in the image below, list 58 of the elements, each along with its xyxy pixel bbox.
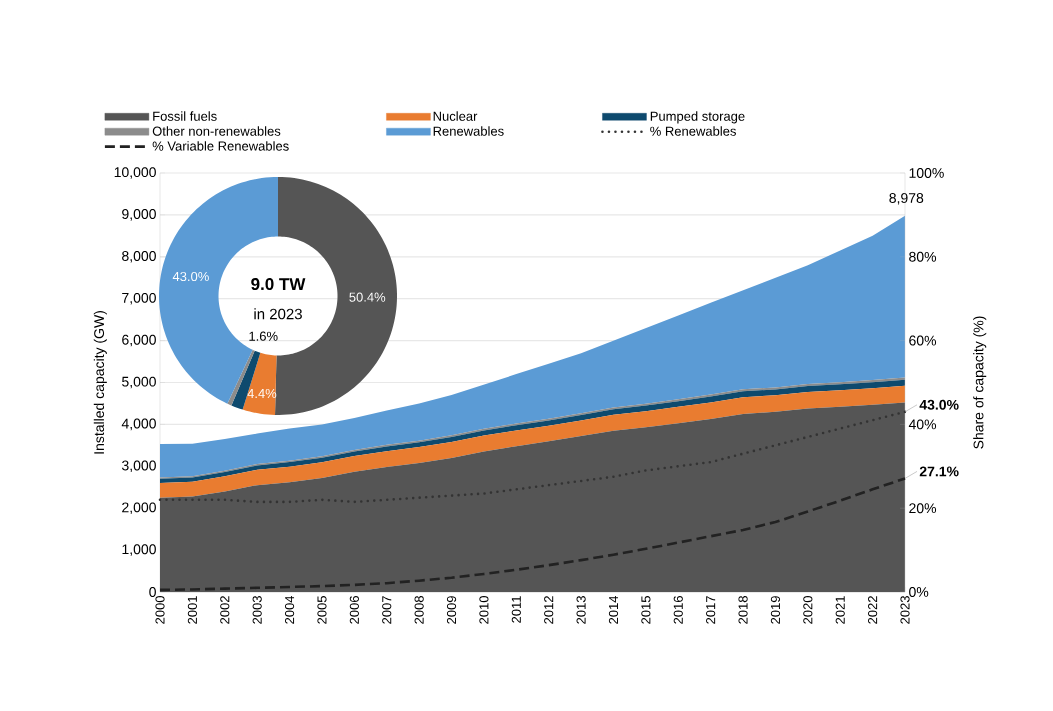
x-tick-label: 2012 <box>544 596 554 624</box>
x-tick-label: 2009 <box>446 596 457 624</box>
x-tick-label: 2014 <box>608 595 619 624</box>
y-tick-label: 6,000 <box>122 334 156 347</box>
x-tick-label: 2001 <box>187 596 197 624</box>
y2-tick-label: 0% <box>909 587 929 597</box>
data-label: 43.0% <box>919 399 959 410</box>
legend-label: Nuclear <box>433 111 478 121</box>
data-label: 27.1% <box>919 466 959 477</box>
x-tick-label: 2021 <box>835 596 845 624</box>
x-tick-label: 2000 <box>155 596 165 624</box>
legend-label: Pumped storage <box>650 111 745 124</box>
y-tick-label: 5,000 <box>122 376 156 389</box>
x-tick-label: 2004 <box>284 595 295 624</box>
x-tick-label: 2022 <box>868 596 878 624</box>
x-tick-label: 2020 <box>803 596 813 624</box>
x-tick-label: 2007 <box>382 596 392 624</box>
x-tick-label: 2003 <box>252 596 262 624</box>
x-tick-label: 2011 <box>511 596 521 623</box>
data-label: 43.0% <box>172 271 209 282</box>
y-tick-label: 4,000 <box>121 418 156 431</box>
y-tick-label: 2,000 <box>122 502 156 514</box>
x-tick-label: 2015 <box>641 596 651 624</box>
y-tick-label: 10,000 <box>114 167 156 179</box>
text: 9.0 TW <box>251 278 306 291</box>
text: in 2023 <box>254 308 302 320</box>
y-tick-label: 0 <box>149 587 156 597</box>
legend-label: Other non-renewables <box>152 126 281 136</box>
data-label: 50.4% <box>349 292 386 302</box>
y-tick-label: 9,000 <box>122 209 156 221</box>
x-tick-label: 2002 <box>220 596 230 624</box>
legend-label: % Renewables <box>650 126 736 136</box>
legend-label: Fossil fuels <box>153 111 217 121</box>
x-tick-label: 2010 <box>479 596 489 624</box>
x-tick-label: 2017 <box>706 596 716 624</box>
x-tick-label: 2023 <box>900 596 910 624</box>
x-tick-label: 2005 <box>317 596 327 624</box>
x-tick-label: 2019 <box>770 596 781 624</box>
legend-label: % Variable Renewables <box>152 141 289 151</box>
y2-tick-label: 40% <box>908 419 937 430</box>
x-tick-label: 2018 <box>738 596 748 624</box>
y2-tick-label: 20% <box>909 503 937 514</box>
annotation: 8,978 <box>889 193 924 205</box>
y-axis-title: Installed capacity (GW) <box>93 311 107 454</box>
y-tick-label: 7,000 <box>122 292 156 305</box>
y2-tick-label: 60% <box>909 335 937 346</box>
x-tick-label: 2016 <box>673 596 683 624</box>
y-tick-label: 3,000 <box>121 460 156 473</box>
y-tick-label: 8,000 <box>122 250 156 263</box>
x-tick-label: 2006 <box>349 596 359 624</box>
y2-tick-label: 100% <box>909 168 944 178</box>
data-label: 1.6% <box>249 331 278 341</box>
x-tick-label: 2008 <box>414 596 424 624</box>
y-tick-label: 1,000 <box>122 544 156 556</box>
x-tick-label: 2013 <box>576 596 586 624</box>
y2-tick-label: 80% <box>909 251 937 262</box>
y2-axis-title: Share of capacity (%) <box>973 316 987 449</box>
legend-label: Renewables <box>433 126 504 136</box>
